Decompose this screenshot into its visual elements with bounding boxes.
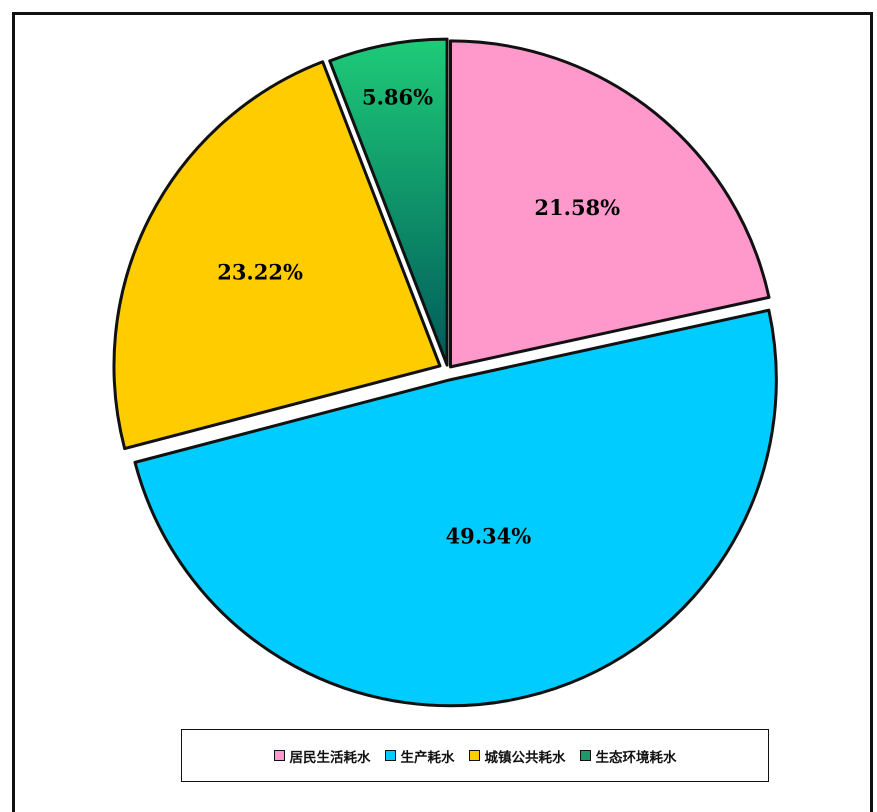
legend-item-residential: 居民生活耗水 xyxy=(273,746,371,766)
legend-label-public: 城镇公共耗水 xyxy=(484,749,566,766)
pie-slice-production xyxy=(133,308,778,708)
pie-slice-ecological xyxy=(328,37,449,367)
pie-slice-public xyxy=(112,60,442,451)
legend-item-public: 城镇公共耗水 xyxy=(468,746,566,766)
legend-swatch-residential xyxy=(273,750,285,761)
legend-item-production: 生产耗水 xyxy=(384,746,455,766)
pie-slice-residential xyxy=(449,39,771,369)
slice-label-residential: 21.58% xyxy=(534,195,620,220)
legend: 居民生活耗水 生产耗水 城镇公共耗水 生态环境耗水 xyxy=(181,729,769,782)
slice-label-public: 23.22% xyxy=(217,259,303,284)
legend-item-ecological: 生态环境耗水 xyxy=(579,746,677,766)
legend-label-production: 生产耗水 xyxy=(400,749,455,766)
legend-swatch-public xyxy=(468,750,480,761)
legend-swatch-ecological xyxy=(579,750,591,761)
legend-label-ecological: 生态环境耗水 xyxy=(595,749,677,766)
slice-label-ecological: 5.86% xyxy=(362,85,433,110)
legend-swatch-production xyxy=(384,750,396,761)
slice-label-production: 49.34% xyxy=(446,524,532,549)
legend-label-residential: 居民生活耗水 xyxy=(289,749,371,766)
